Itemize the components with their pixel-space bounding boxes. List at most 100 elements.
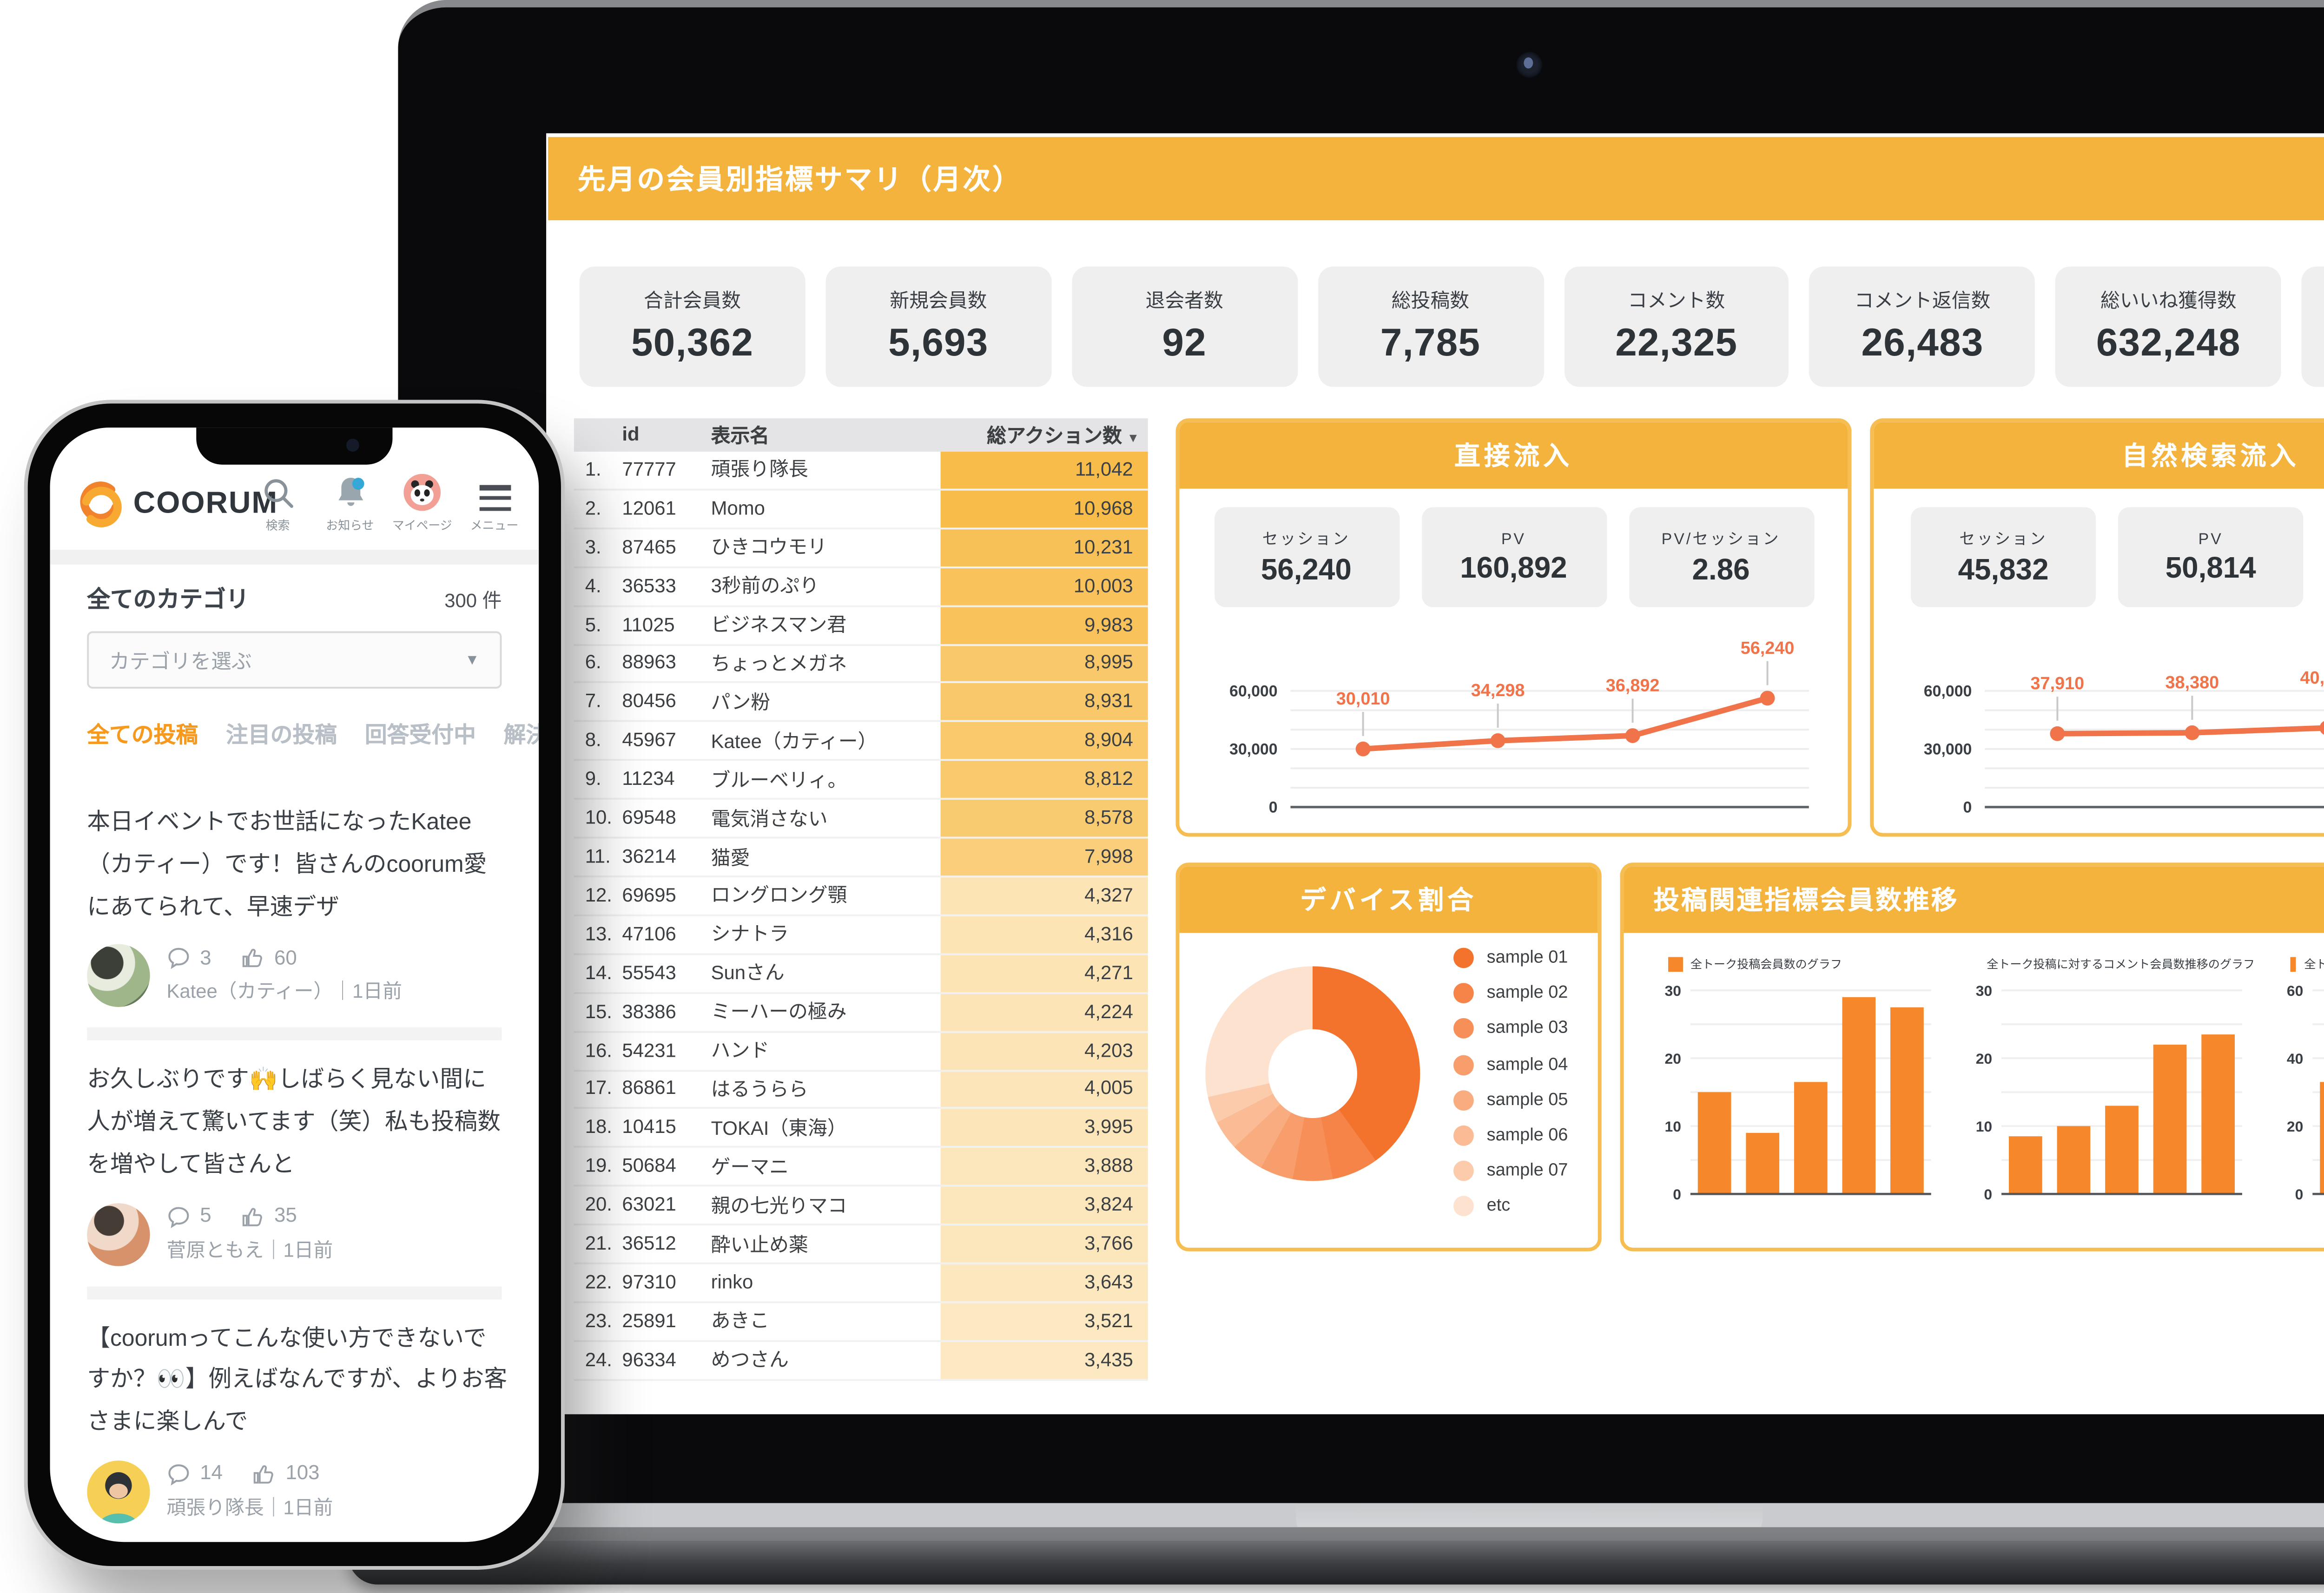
legend-dot-icon	[1453, 1090, 1474, 1111]
category-select[interactable]: カテゴリを選ぶ ▼	[87, 631, 502, 689]
row-id: 10415	[622, 1117, 676, 1139]
organic-search-title: 自然検索流入	[1874, 422, 2324, 489]
front-camera-icon	[346, 439, 359, 452]
row-name: 親の七光りマコ	[711, 1195, 847, 1218]
table-row[interactable]: 12. 69695 ロングロング顎 4,327	[574, 877, 1148, 916]
row-rank: 2.	[585, 497, 601, 520]
row-actions-value: 10,968	[940, 490, 1148, 527]
tab-0[interactable]: 全ての投稿	[87, 722, 198, 748]
row-rank: 16.	[585, 1039, 612, 1062]
table-row[interactable]: 15. 38386 ミーハーの極み 4,224	[574, 993, 1148, 1033]
stat-box: PV 160,892	[1421, 507, 1606, 607]
tab-1[interactable]: 注目の投稿	[226, 722, 337, 748]
coorum-wordmark: COORUM	[133, 487, 278, 520]
column-actions-sort[interactable]: 総アクション数 ▾	[987, 425, 1137, 447]
table-row[interactable]: 13. 47106 シナトラ 4,316	[574, 916, 1148, 955]
table-row[interactable]: 8. 45967 Katee（カティー） 8,904	[574, 722, 1148, 762]
table-row[interactable]: 14. 55543 Sunさん 4,271	[574, 954, 1148, 994]
legend-item: sample 03	[1453, 1019, 1568, 1040]
table-row[interactable]: 3. 87465 ひきコウモリ 10,231	[574, 529, 1148, 568]
legend-label: sample 06	[1486, 1125, 1568, 1146]
post-list: 本日イベントでお世話になったKatee（カティー）です！皆さんのcoorum愛に…	[50, 783, 539, 1542]
kpi-card-7: 総検索数16,153	[2301, 266, 2324, 387]
svg-text:30,000: 30,000	[1229, 741, 1278, 758]
search-icon	[264, 479, 292, 508]
table-row[interactable]: 17. 86861 はるうらら 4,005	[574, 1071, 1148, 1110]
table-row[interactable]: 23. 25891 あきこ 3,521	[574, 1303, 1148, 1342]
kpi-label: コメント返信数	[1854, 290, 1991, 313]
direct-traffic-title: 直接流入	[1179, 422, 1848, 489]
category-select-placeholder: カテゴリを選ぶ	[109, 651, 252, 673]
post-time: 1日前	[283, 1239, 333, 1262]
table-row[interactable]: 4. 36533 3秒前のぷり 10,003	[574, 567, 1148, 607]
row-rank: 20.	[585, 1194, 612, 1217]
table-row[interactable]: 6. 88963 ちょっとメガネ 8,995	[574, 645, 1148, 684]
row-actions-value: 8,812	[940, 761, 1148, 798]
table-row[interactable]: 22. 97310 rinko 3,643	[574, 1264, 1148, 1303]
svg-text:40,892: 40,892	[2300, 668, 2324, 688]
table-row[interactable]: 18. 10415 TOKAI（東海） 3,995	[574, 1109, 1148, 1148]
table-row[interactable]: 11. 36214 猫愛 7,998	[574, 838, 1148, 878]
bell-icon	[337, 478, 363, 506]
nav-item-panda[interactable]: マイページ	[392, 472, 452, 533]
coorum-logo[interactable]: COORUM	[76, 480, 278, 530]
table-row[interactable]: 9. 11234 ブルーベリィ。 8,812	[574, 761, 1148, 800]
post-divider	[87, 1285, 502, 1299]
svg-text:34,298: 34,298	[1471, 681, 1525, 700]
post-item[interactable]: 【coorumってこんな使い方できないですか？👀】例えばなんですが、よりお客さま…	[50, 1298, 539, 1542]
nav-label: お知らせ	[326, 520, 374, 533]
post-item[interactable]: お久しぶりです🙌しばらく見ない間に人が増えて驚いてます（笑）私も投稿数を増やして…	[50, 1041, 539, 1299]
legend-label: sample 01	[1486, 948, 1568, 968]
table-row[interactable]: 19. 50684 ゲーマニ 3,888	[574, 1148, 1148, 1187]
bar-chart-title: 全トーク投稿に対するいいね会員数推移のグラフ	[2304, 959, 2324, 972]
post-item[interactable]: 本日イベントでお世話になったKatee（カティー）です！皆さんのcoorum愛に…	[50, 783, 539, 1041]
kpi-card-0: 合計会員数 50,362	[579, 266, 805, 387]
dashboard-header: 先月の会員別指標サマリ（月次）	[548, 137, 2324, 221]
tab-3[interactable]: 解決済み	[503, 722, 539, 748]
tab-2[interactable]: 回答受付中	[364, 722, 476, 748]
bar-chart: 全トーク投稿に対するいいね会員数推移のグラフ 0 20 40 60	[2265, 948, 2324, 1226]
row-name: ブルーベリィ。	[711, 769, 847, 792]
table-row[interactable]: 20. 63021 親の七光りマコ 3,824	[574, 1187, 1148, 1226]
nav-item-search[interactable]: 検索	[248, 472, 307, 533]
avatar	[87, 1460, 150, 1523]
table-row[interactable]: 21. 36512 酔い止め薬 3,766	[574, 1225, 1148, 1264]
table-row[interactable]: 16. 54231 ハンド 4,203	[574, 1032, 1148, 1071]
laptop-base	[348, 1503, 2324, 1585]
table-row[interactable]: 1. 77777 頑張り隊長 11,042	[574, 451, 1148, 491]
app-header: COORUM 検索 お知らせ マイページ メニュー	[50, 468, 539, 550]
webcam-icon	[1516, 52, 1543, 78]
row-name: 3秒前のぷり	[711, 576, 819, 599]
svg-text:0: 0	[1984, 1186, 1992, 1203]
row-actions-value: 11,042	[940, 451, 1148, 489]
nav-item-menu[interactable]: メニュー	[465, 472, 524, 533]
table-row[interactable]: 7. 80456 パン粉 8,931	[574, 684, 1148, 723]
kpi-value: 7,785	[1380, 322, 1481, 365]
row-id: 87465	[622, 536, 676, 559]
device-donut-chart	[1205, 966, 1420, 1181]
like-count: 103	[285, 1462, 320, 1485]
legend-item: sample 02	[1453, 983, 1568, 1004]
post-meta: 3 60 Katee（カティー）｜1日前	[87, 944, 502, 1007]
table-row[interactable]: 10. 69548 電気消さない 8,578	[574, 800, 1148, 839]
table-row[interactable]: 5. 11025 ビジネスマン君 9,983	[574, 606, 1148, 645]
svg-text:30,000: 30,000	[1924, 741, 1972, 758]
svg-text:56,240: 56,240	[1741, 639, 1795, 658]
row-rank: 22.	[585, 1271, 612, 1294]
row-actions-value: 4,203	[940, 1032, 1148, 1069]
row-id: 86861	[622, 1078, 676, 1100]
kpi-value: 92	[1162, 322, 1207, 365]
bar-chart-legend: 全トーク投稿会員数のグラフ	[1668, 955, 1939, 972]
row-name: Momo	[711, 497, 765, 520]
post-meta: 5 35 菅原ともえ｜1日前	[87, 1202, 502, 1265]
row-id: 69548	[622, 807, 676, 830]
row-id: 12061	[622, 497, 676, 520]
direct-stats-row: セッション 56,240 PV 160,892 PV/セッション 2.86	[1179, 507, 1848, 607]
stat-box: PV/セッション 2.86	[1628, 507, 1814, 607]
nav-item-bell[interactable]: お知らせ	[320, 472, 379, 533]
post-author: 頑張り隊長	[166, 1497, 264, 1520]
kpi-value: 5,693	[888, 322, 989, 365]
table-row[interactable]: 2. 12061 Momo 10,968	[574, 490, 1148, 529]
row-actions-value: 3,766	[940, 1225, 1148, 1263]
table-row[interactable]: 24. 96334 めつさん 3,435	[574, 1342, 1148, 1381]
